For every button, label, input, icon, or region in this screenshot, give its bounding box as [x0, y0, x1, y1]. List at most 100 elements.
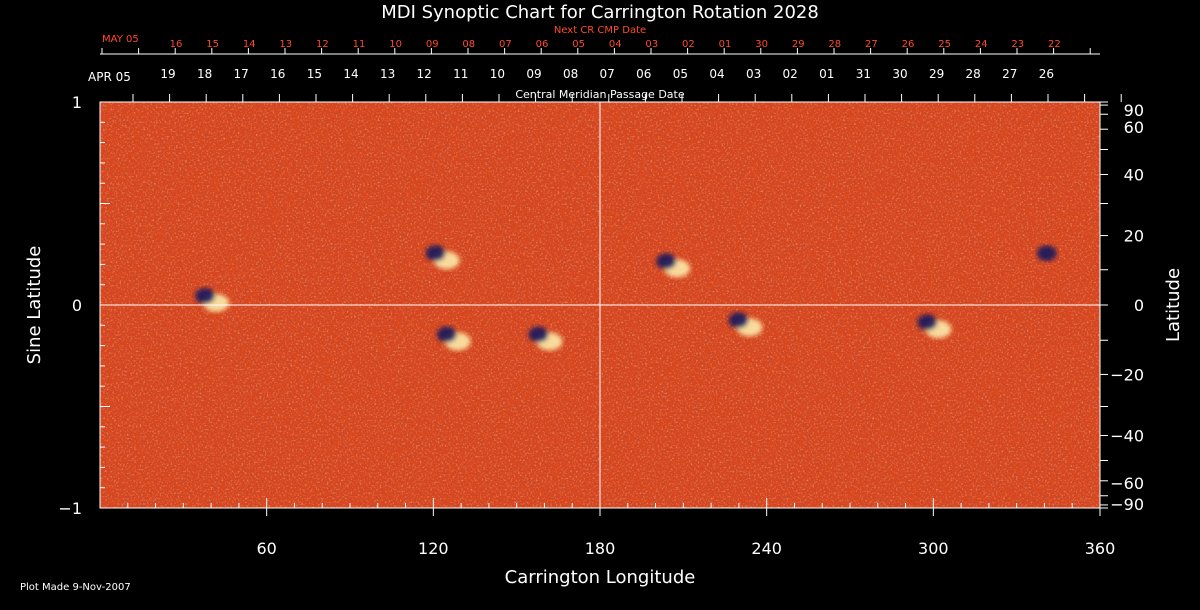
chart-title: MDI Synoptic Chart for Carrington Rotati… — [381, 2, 819, 23]
negative-flux — [436, 326, 457, 343]
active-region — [528, 326, 563, 351]
y-right-tick-label: −60 — [1110, 474, 1144, 493]
top-axis-2-label: 08 — [563, 67, 578, 81]
top-axis-cmp: 19 18 17 16 15 14 13 12 11 10 09 08 07 06 05 04 03 02 01 31… — [132, 67, 1122, 102]
top-axis-1-label: 30 — [755, 39, 768, 50]
y-right-tick-label: −40 — [1110, 426, 1144, 445]
top-axis-2-start-label: APR 05 — [88, 70, 131, 84]
top-axis-2-label: 05 — [673, 67, 688, 81]
x-tick-label: 180 — [585, 539, 616, 558]
top-axis-2-label: 26 — [1039, 67, 1054, 81]
top-axis-2-label: 31 — [856, 67, 871, 81]
y-left-tick-label: −1 — [58, 499, 82, 518]
negative-flux — [425, 245, 446, 262]
y-axis-label-right: Latitude — [1163, 268, 1184, 342]
x-tick-label: 360 — [1085, 539, 1116, 558]
top-axis-1-label: 14 — [243, 39, 256, 50]
top-axis-2-label: 16 — [270, 67, 285, 81]
top-axis-1-label: 25 — [938, 39, 951, 50]
x-tick-label: 120 — [418, 539, 449, 558]
top-axis-1-label: 24 — [975, 39, 988, 50]
top-axis-1-label: 26 — [902, 39, 915, 50]
top-axis-1-label: 08 — [462, 39, 475, 50]
top-axis-1-label: 28 — [828, 39, 841, 50]
top-axis-2-label: 14 — [343, 67, 358, 81]
x-tick-label: 60 — [256, 539, 276, 558]
y-right-tick-label: −20 — [1110, 365, 1144, 384]
top-axis-1-start-label: MAY 05 — [102, 34, 139, 45]
top-axis-1-label: 23 — [1011, 39, 1024, 50]
top-axis-2-label: 09 — [526, 67, 541, 81]
top-axis-1-label: 22 — [1048, 39, 1061, 50]
top-axis-2-caption: Central Meridian Passage Date — [515, 88, 684, 101]
top-axis-1-label: 09 — [426, 39, 439, 50]
negative-flux — [195, 287, 216, 304]
top-axis-2-label: 27 — [1002, 67, 1017, 81]
active-region — [195, 287, 230, 312]
active-region — [436, 326, 471, 351]
top-axis-2-label: 30 — [892, 67, 907, 81]
top-axis-1-label: 07 — [499, 39, 512, 50]
top-axis-1-label: 03 — [645, 39, 658, 50]
y-axis-label-left: Sine Latitude — [24, 246, 45, 365]
y-right-tick-label: 90 — [1124, 101, 1144, 120]
active-region — [1036, 245, 1057, 262]
top-axis-1-label: 06 — [536, 39, 549, 50]
y-right-tick-label: 0 — [1134, 296, 1144, 315]
negative-flux — [917, 314, 938, 331]
y-right-tick-label: −90 — [1110, 495, 1144, 514]
top-axis-2-label: 18 — [197, 67, 212, 81]
active-regions — [195, 245, 1057, 351]
negative-flux — [728, 312, 749, 329]
top-axis-2-label: 12 — [417, 67, 432, 81]
top-axis-2-label: 19 — [160, 67, 175, 81]
crosshair — [100, 102, 1100, 508]
top-axis-2-label: 01 — [819, 67, 834, 81]
top-axis-1-label: 02 — [682, 39, 695, 50]
top-axis-1-label: 15 — [206, 39, 219, 50]
top-axis-1-label: 12 — [316, 39, 329, 50]
active-region — [425, 245, 460, 270]
y-left-tick-label: 0 — [72, 296, 82, 315]
x-axis-ticks: 60 120 180 240 300 360 — [127, 498, 1116, 558]
negative-flux — [1036, 245, 1057, 262]
top-axis-2-label: 29 — [929, 67, 944, 81]
top-axis-2-label: 06 — [636, 67, 651, 81]
top-axis-1-label: 11 — [353, 39, 366, 50]
top-axis-2-label: 02 — [783, 67, 798, 81]
top-axis-2-label: 15 — [307, 67, 322, 81]
x-tick-label: 240 — [751, 539, 782, 558]
top-axis-2-label: 13 — [380, 67, 395, 81]
top-axis-2-label: 04 — [709, 67, 724, 81]
top-axis-next-cr: 16 15 14 13 12 11 10 09 08 07 06 05 04 03 02 01 30 29 28 27… — [100, 39, 1100, 55]
top-axis-2-label: 28 — [966, 67, 981, 81]
active-region — [728, 312, 763, 337]
x-tick-label: 300 — [918, 539, 949, 558]
x-axis-label: Carrington Longitude — [505, 567, 696, 588]
top-axis-1-label: 05 — [572, 39, 585, 50]
top-axis-2-label: 11 — [453, 67, 468, 81]
top-axis-1-label: 04 — [609, 39, 622, 50]
top-axis-2-label: 17 — [234, 67, 249, 81]
top-axis-1-label: 10 — [389, 39, 402, 50]
y-right-tick-label: 60 — [1124, 118, 1144, 137]
negative-flux — [656, 253, 677, 270]
top-axis-1-label: 13 — [279, 39, 292, 50]
top-axis-1-label: 29 — [792, 39, 805, 50]
top-axis-2-label: 03 — [746, 67, 761, 81]
y-right-tick-label: 20 — [1124, 227, 1144, 246]
top-axis-2-label: 07 — [600, 67, 615, 81]
active-region — [656, 253, 691, 278]
y-right-tick-label: 40 — [1124, 166, 1144, 185]
top-axis-1-label: 16 — [170, 39, 183, 50]
plot-made-note: Plot Made 9-Nov-2007 — [20, 582, 131, 593]
top-axis-2-label: 10 — [490, 67, 505, 81]
y-left-tick-label: 1 — [72, 93, 82, 112]
negative-flux — [528, 326, 549, 343]
top-axis-1-caption: Next CR CMP Date — [554, 25, 646, 36]
left-axis-ticks: 1 0 −1 — [58, 93, 110, 518]
active-region — [917, 314, 952, 339]
top-axis-1-label: 27 — [865, 39, 878, 50]
